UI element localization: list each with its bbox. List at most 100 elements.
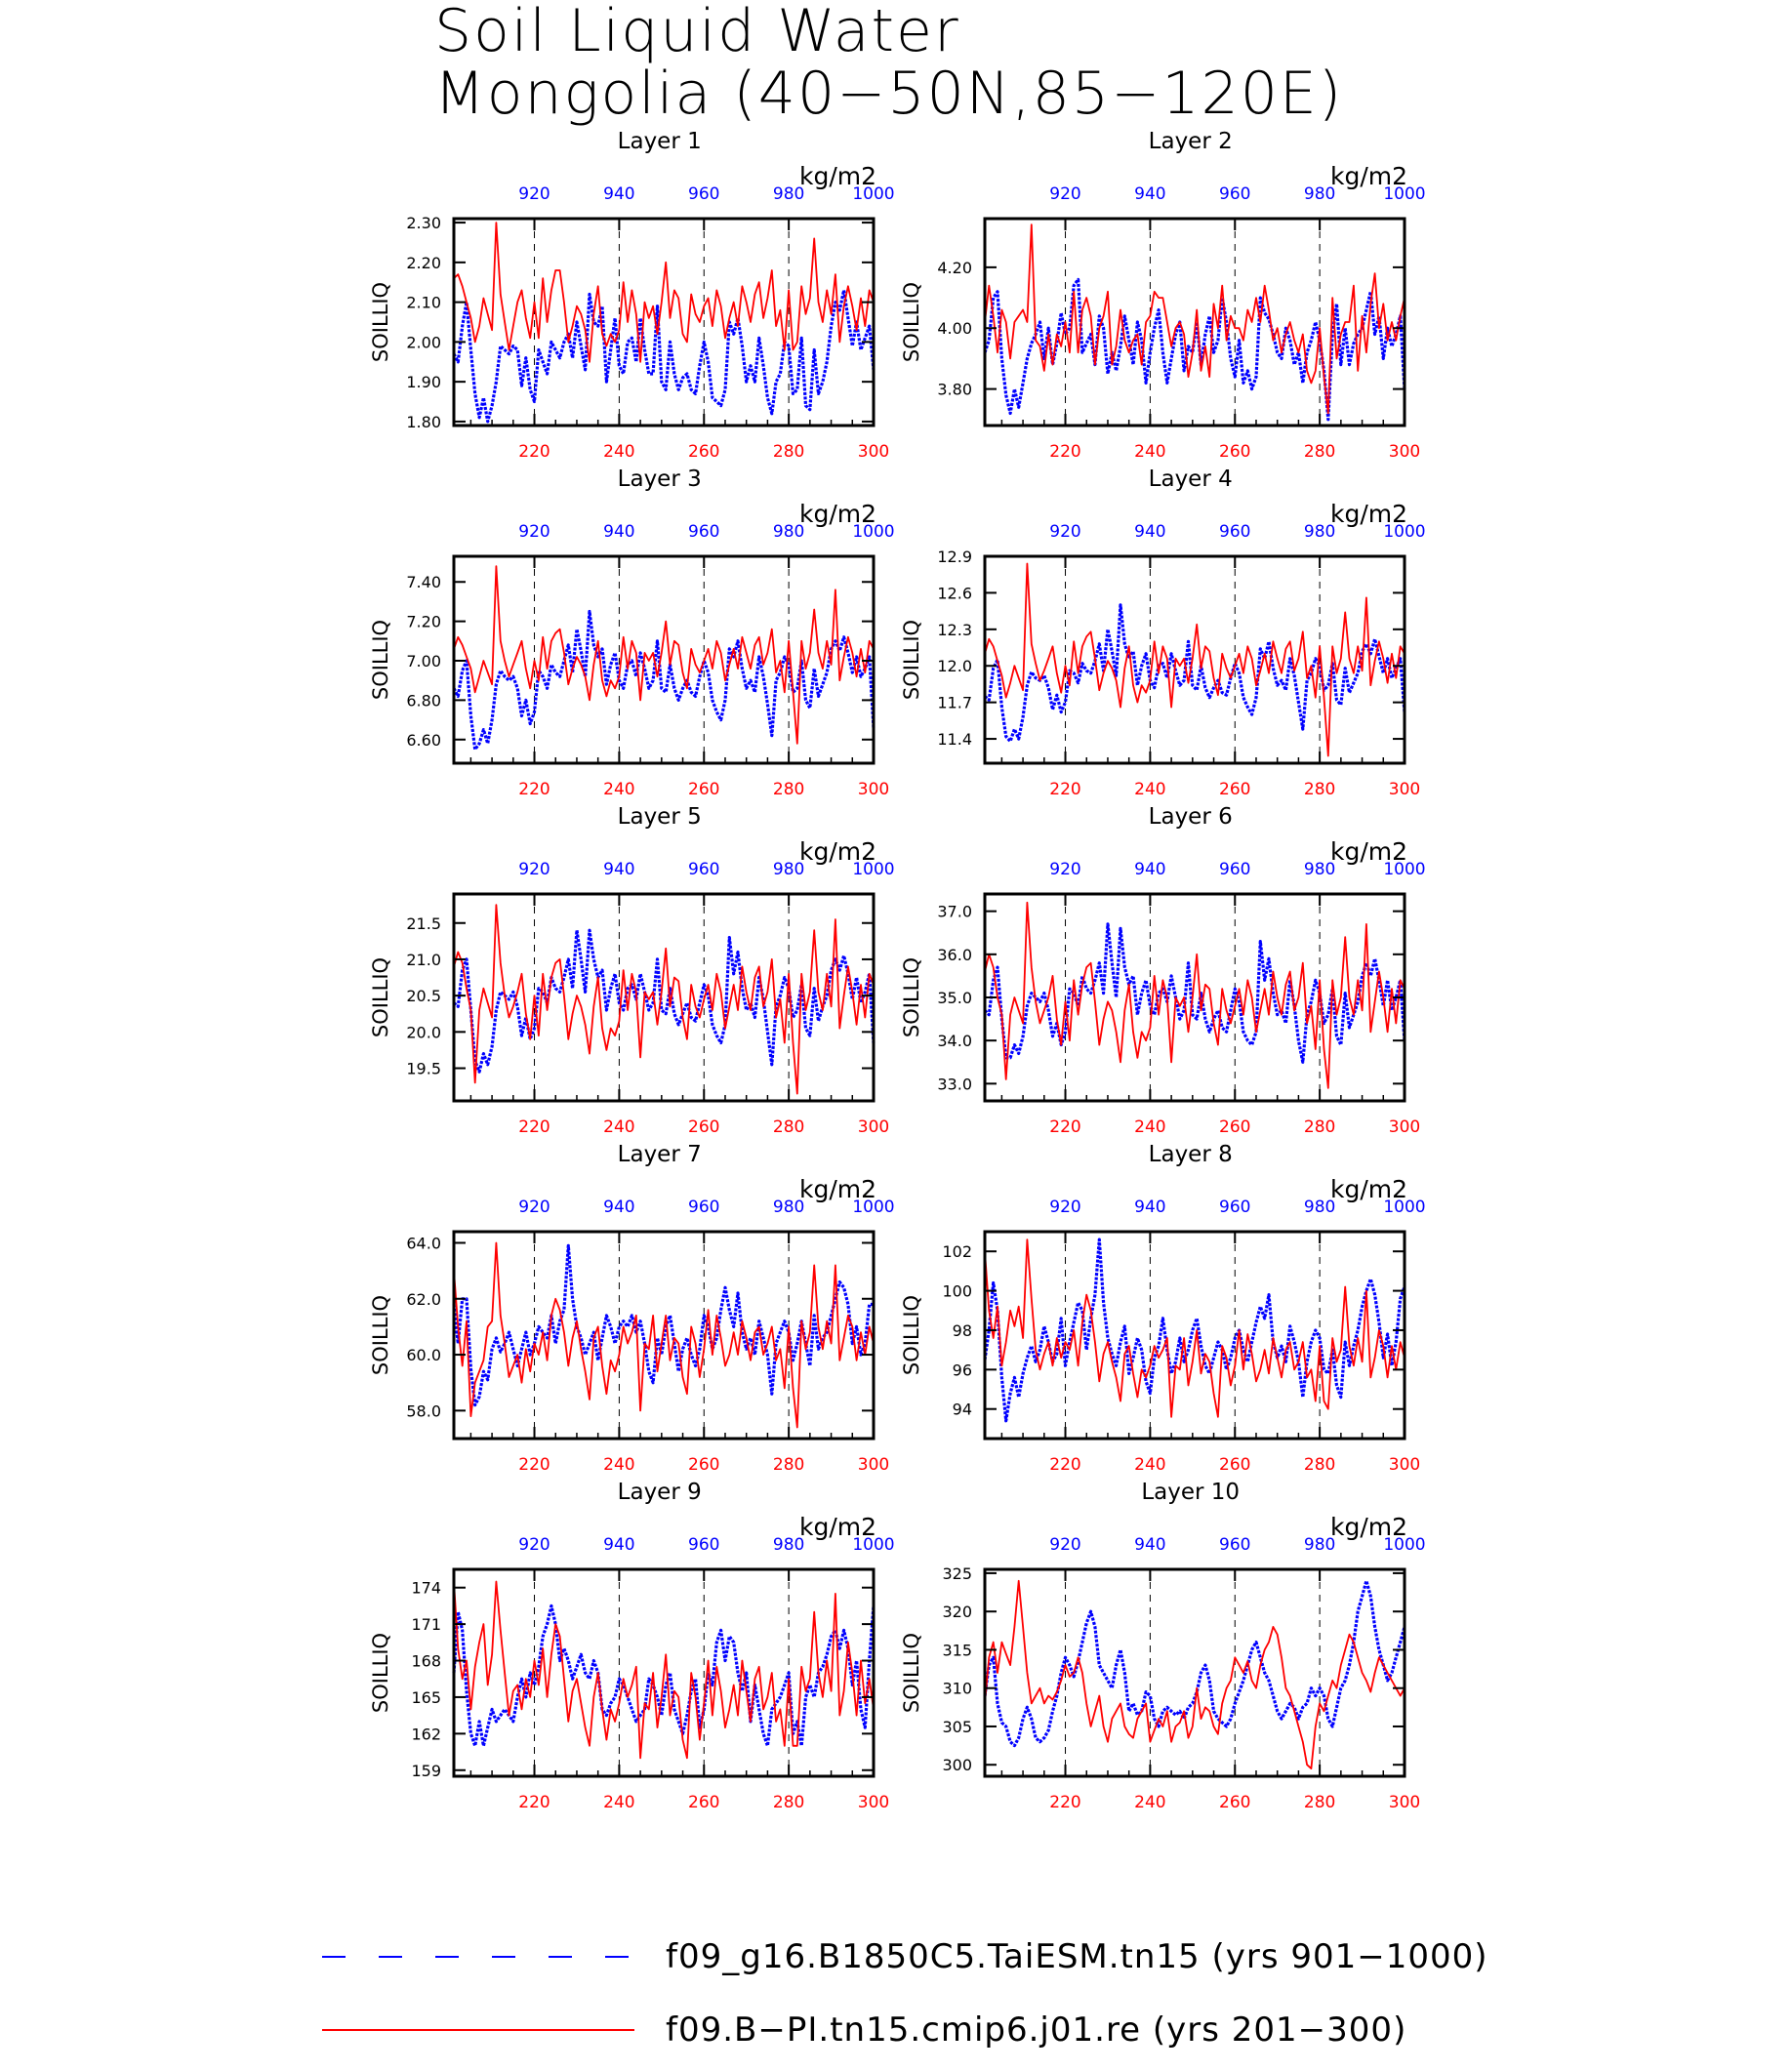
- x-bottom-tick-label: 220: [518, 1793, 550, 1812]
- x-bottom-tick-label: 260: [688, 780, 719, 799]
- series-line-taiesm: [452, 609, 876, 751]
- y-tick-label: 21.0: [406, 951, 441, 969]
- x-top-tick-label: 960: [688, 860, 719, 879]
- y-axis-label: SOILLIQ: [900, 1633, 923, 1713]
- x-bottom-tick-label: 300: [1389, 1793, 1420, 1812]
- x-top-tick-label: 960: [1219, 860, 1250, 879]
- plot-frame: [983, 1567, 1406, 1778]
- panel-layer-7: Layer 7 kg/m2 SOILLIQ 220 240 260 280 300 920 940…: [369, 1142, 895, 1475]
- series-line-taiesm: [452, 288, 876, 424]
- y-tick-label: 64.0: [406, 1234, 441, 1252]
- x-bottom-tick-label: 240: [1134, 442, 1165, 462]
- x-bottom-tick-label: 240: [1134, 780, 1165, 799]
- series-line-cmip6: [984, 1239, 1405, 1418]
- y-tick-label: 320: [942, 1603, 972, 1621]
- y-tick-label: 315: [942, 1641, 972, 1659]
- x-top-tick-label: 1000: [1383, 522, 1425, 542]
- y-tick-label: 2.30: [406, 214, 441, 232]
- plot-frame: [983, 217, 1406, 427]
- x-bottom-tick-label: 240: [603, 1117, 634, 1137]
- x-top-tick-label: 940: [603, 860, 634, 879]
- x-top-tick-label: 940: [603, 1535, 634, 1555]
- panel-title: Layer 5: [618, 804, 702, 830]
- panel-title: Layer 9: [618, 1480, 702, 1505]
- y-tick-label: 6.60: [406, 731, 441, 750]
- x-bottom-tick-label: 280: [773, 1455, 804, 1475]
- y-axis-label: SOILLIQ: [900, 1295, 923, 1375]
- y-tick-label: 1.80: [406, 413, 441, 431]
- figure-title: Soil Liquid Water Mongolia (40−50N,85−12…: [434, 0, 1343, 125]
- units-label: kg/m2: [799, 1175, 876, 1203]
- series-line-cmip6: [984, 223, 1405, 415]
- x-bottom-tick-label: 280: [1304, 780, 1335, 799]
- x-top-tick-label: 1000: [852, 1535, 894, 1555]
- x-top-tick-label: 920: [1049, 522, 1080, 542]
- x-bottom-tick-label: 220: [1049, 1117, 1080, 1137]
- legend-item-taiesm: f09_g16.B1850C5.TaiESM.tn15 (yrs 901−100…: [322, 1928, 1488, 1986]
- y-axis-label: SOILLIQ: [369, 620, 392, 700]
- x-top-tick-label: 980: [1304, 1535, 1335, 1555]
- y-tick-label: 305: [942, 1718, 972, 1736]
- x-bottom-tick-label: 300: [1389, 1117, 1420, 1137]
- x-bottom-tick-label: 240: [1134, 1117, 1165, 1137]
- y-axis-label: SOILLIQ: [900, 282, 923, 362]
- y-tick-label: 174: [411, 1579, 441, 1598]
- y-axis-label: SOILLIQ: [369, 957, 392, 1037]
- y-tick-label: 159: [411, 1762, 441, 1780]
- x-bottom-tick-label: 300: [1389, 1455, 1420, 1475]
- units-label: kg/m2: [799, 500, 876, 528]
- x-top-tick-label: 960: [688, 1198, 719, 1217]
- x-top-tick-label: 920: [1049, 1535, 1080, 1555]
- series-line-taiesm: [983, 603, 1406, 744]
- units-label: kg/m2: [799, 1513, 876, 1541]
- figure-title-line-1: Soil Liquid Water: [434, 0, 960, 65]
- x-bottom-tick-label: 280: [1304, 1455, 1335, 1475]
- y-tick-label: 4.20: [937, 259, 972, 277]
- y-axis-label: SOILLIQ: [900, 957, 923, 1037]
- x-bottom-tick-label: 240: [603, 1793, 634, 1812]
- y-tick-label: 34.0: [937, 1032, 972, 1050]
- x-bottom-tick-label: 280: [1304, 1117, 1335, 1137]
- x-bottom-tick-label: 260: [1219, 442, 1250, 462]
- y-tick-label: 19.5: [406, 1060, 441, 1078]
- x-top-tick-label: 980: [1304, 184, 1335, 204]
- y-tick-label: 6.80: [406, 691, 441, 710]
- x-bottom-tick-label: 260: [688, 1117, 719, 1137]
- y-axis-label: SOILLIQ: [900, 620, 923, 700]
- x-top-tick-label: 1000: [852, 860, 894, 879]
- x-bottom-tick-label: 280: [773, 1117, 804, 1137]
- series-line-cmip6: [453, 565, 875, 745]
- x-bottom-tick-label: 260: [688, 442, 719, 462]
- x-top-tick-label: 940: [1134, 860, 1165, 879]
- y-tick-label: 12.9: [937, 548, 972, 566]
- x-bottom-tick-label: 300: [1389, 442, 1420, 462]
- x-bottom-tick-label: 220: [518, 780, 550, 799]
- x-bottom-tick-label: 220: [518, 1117, 550, 1137]
- x-bottom-tick-label: 280: [1304, 442, 1335, 462]
- x-bottom-tick-label: 220: [518, 1455, 550, 1475]
- x-top-tick-label: 980: [773, 184, 804, 204]
- units-label: kg/m2: [1330, 162, 1407, 190]
- units-label: kg/m2: [799, 162, 876, 190]
- series-line-cmip6: [453, 222, 875, 363]
- y-tick-label: 162: [411, 1725, 441, 1743]
- y-tick-label: 165: [411, 1688, 441, 1707]
- x-bottom-tick-label: 260: [1219, 780, 1250, 799]
- x-top-tick-label: 920: [518, 860, 550, 879]
- legend-item-cmip6: f09.B−PI.tn15.cmip6.j01.re (yrs 201−300): [322, 2001, 1406, 2059]
- panel-title: Layer 6: [1149, 804, 1233, 830]
- series-line-taiesm: [983, 1238, 1406, 1423]
- plot-frame: [452, 892, 876, 1103]
- x-top-tick-label: 940: [1134, 184, 1165, 204]
- units-label: kg/m2: [1330, 1513, 1407, 1541]
- plot-frame: [452, 217, 876, 427]
- x-top-tick-label: 1000: [1383, 184, 1425, 204]
- y-tick-label: 62.0: [406, 1290, 441, 1309]
- x-bottom-tick-label: 220: [1049, 442, 1080, 462]
- legend-swatch-solid-red: [322, 2029, 634, 2031]
- x-bottom-tick-label: 300: [858, 1793, 889, 1812]
- panel-layer-9: Layer 9 kg/m2 SOILLIQ 220 240 260 280 300 920 940…: [369, 1480, 895, 1812]
- panel-title: Layer 2: [1149, 129, 1233, 154]
- series-line-taiesm: [983, 277, 1406, 422]
- plot-frame: [452, 1567, 876, 1778]
